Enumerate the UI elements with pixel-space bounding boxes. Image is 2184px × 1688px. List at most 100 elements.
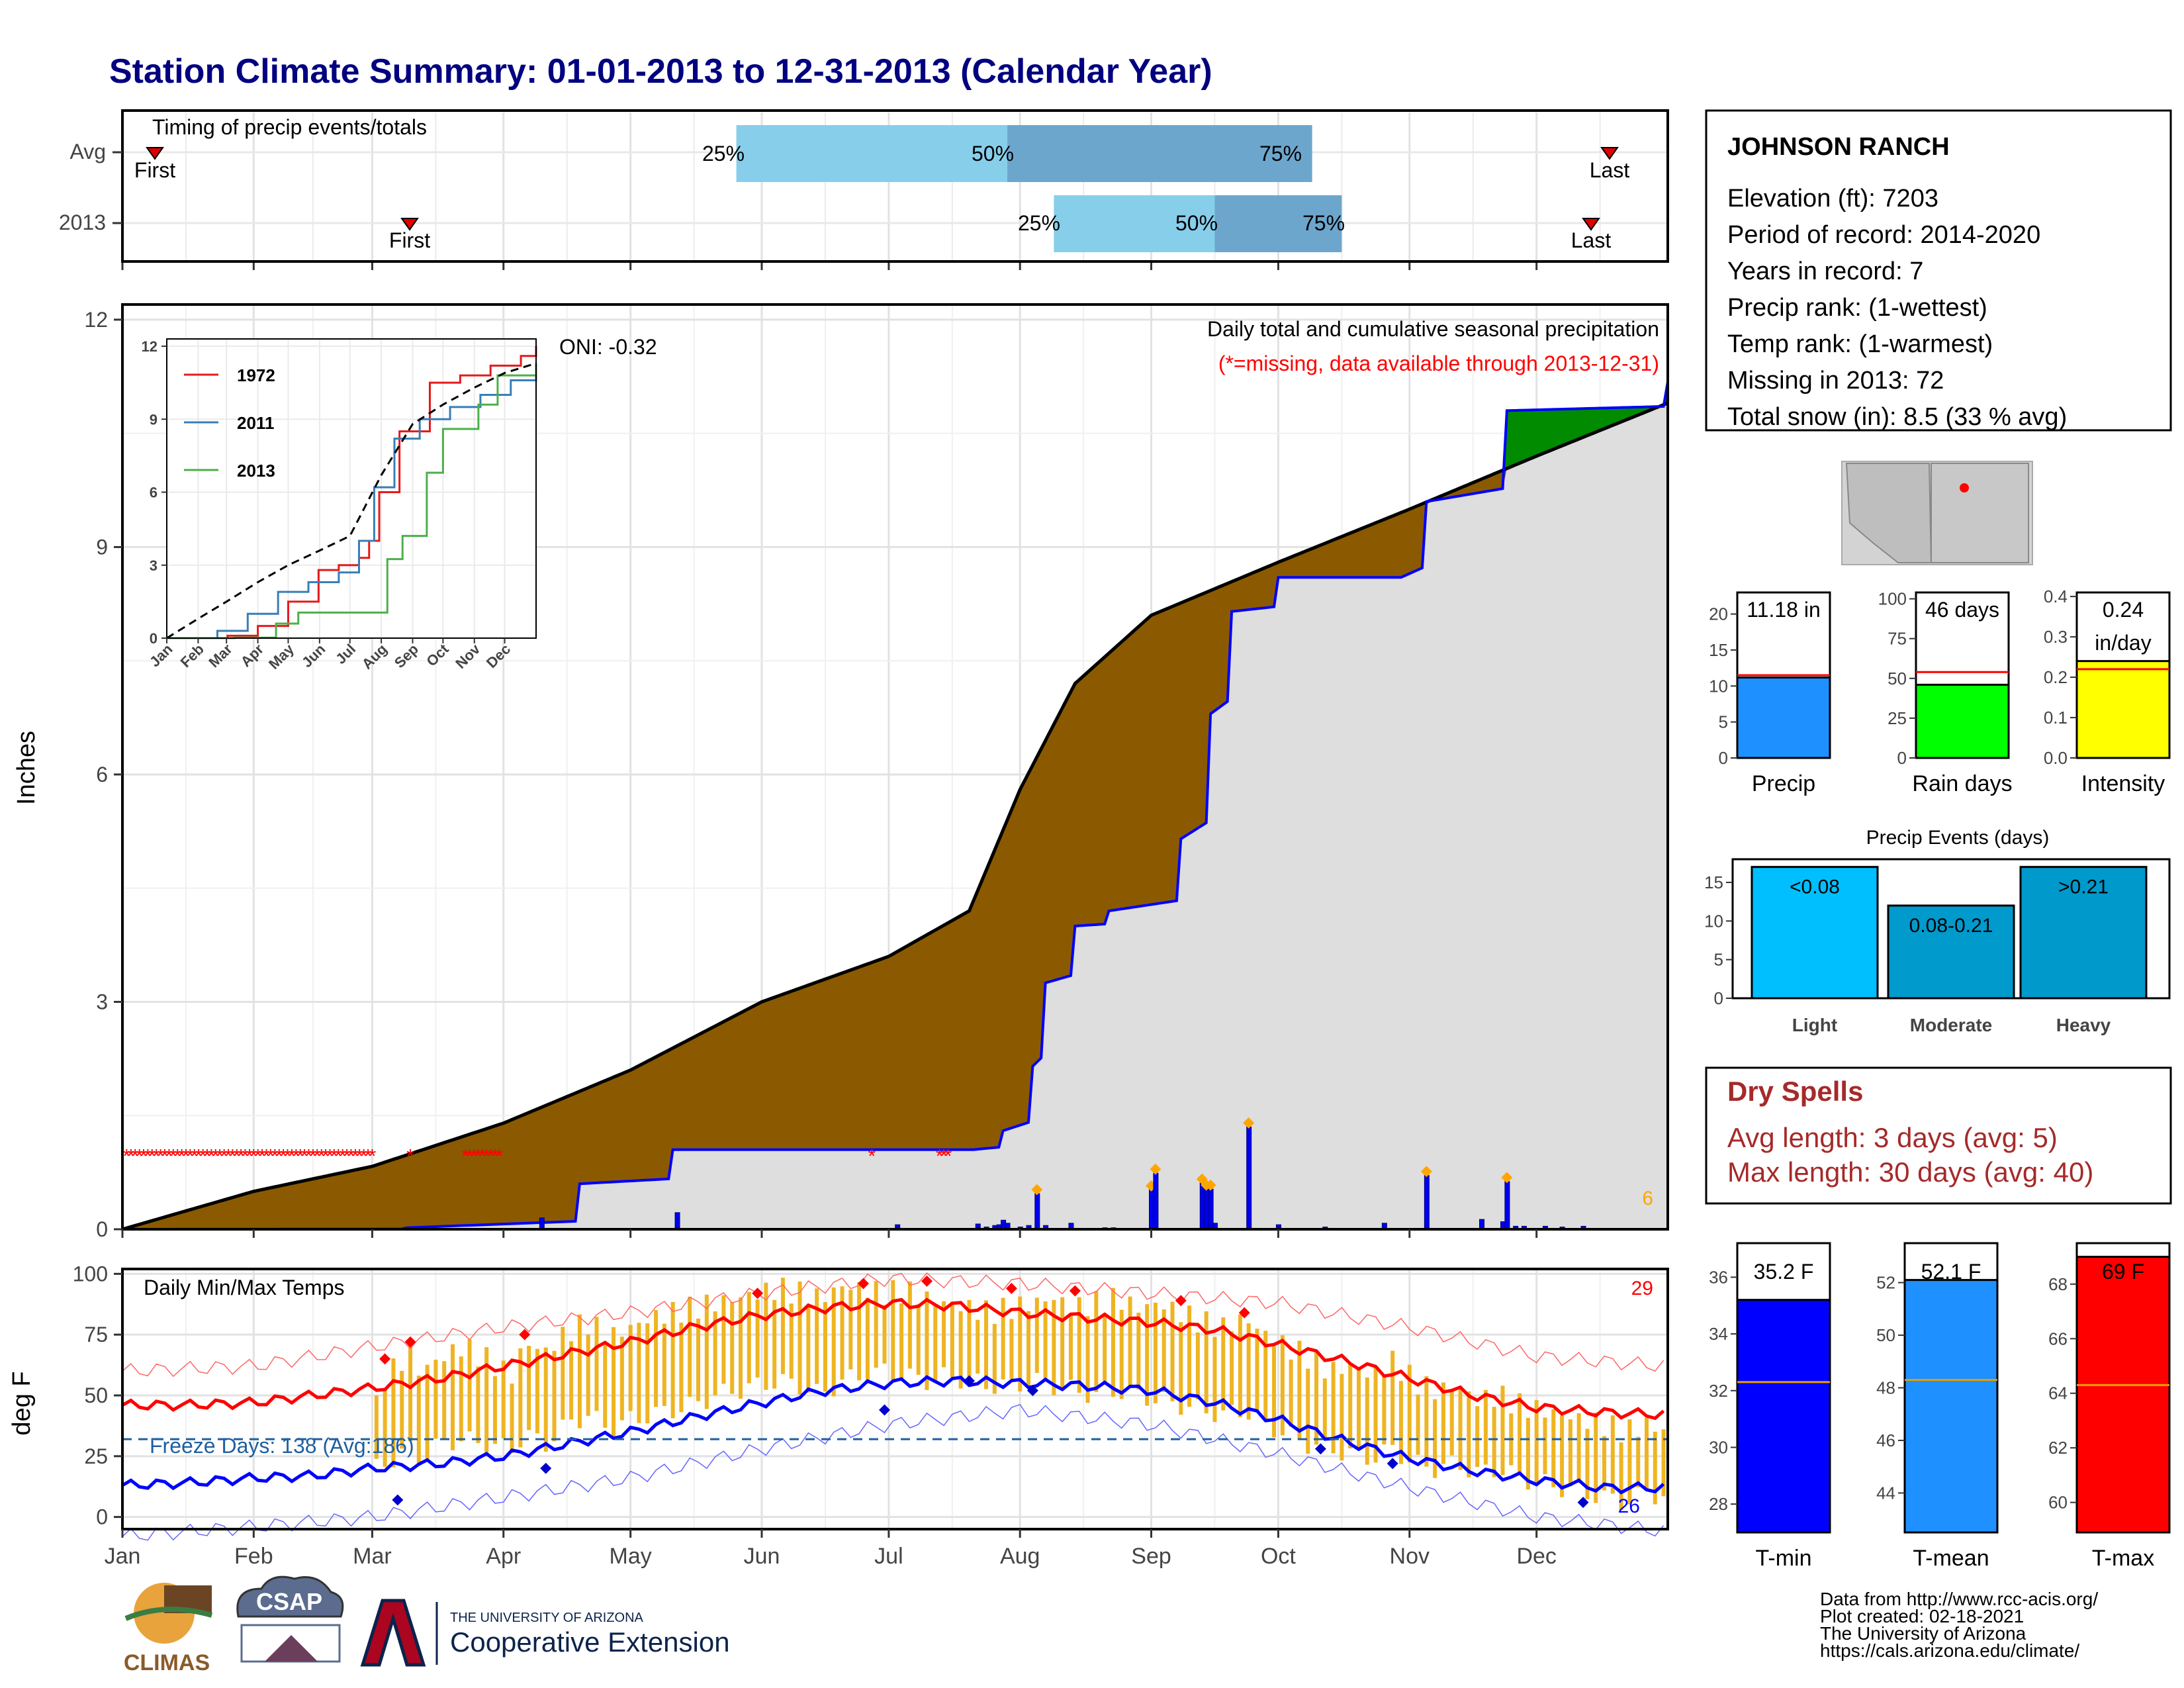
temp-obs-bar (586, 1335, 590, 1416)
stat-y-tick-label: 10 (1709, 676, 1728, 696)
inset-line-average (166, 362, 537, 639)
missing-marker: * (334, 1145, 342, 1167)
temp-obs-bar (992, 1323, 997, 1394)
station-years: Years in record: 7 (1727, 258, 1923, 285)
temp-obs-bar (1373, 1366, 1378, 1463)
precip-stat-bars: 0 5 10 15 20 Precip 11.18 in 0 25 50 75 100 Rain day… (1709, 586, 2171, 796)
temp-obs-bar (1238, 1314, 1242, 1417)
stat-y-tick-label: 48 (1876, 1378, 1895, 1398)
temp-obs-bar (467, 1339, 472, 1432)
record-low-marker (1387, 1458, 1398, 1470)
y2013-p25-label: 25% (1018, 211, 1060, 235)
precip-y-tick-label: 6 (96, 763, 108, 786)
avg-first-marker (146, 147, 164, 160)
temp-obs-bar (899, 1303, 904, 1382)
temp-obs-bar (561, 1327, 565, 1420)
record-low-marker (392, 1494, 404, 1506)
temp-obs-bar (688, 1296, 692, 1397)
daily-precip-bar (1034, 1193, 1040, 1230)
ua-top-text: THE UNIVERSITY OF ARIZONA (450, 1611, 644, 1625)
temp-obs-bar (891, 1280, 895, 1380)
temp-obs-bar (1212, 1336, 1217, 1423)
dry-spells: Dry Spells Avg length: 3 days (avg: 5) M… (1705, 1066, 2172, 1205)
avg-p25-label: 25% (702, 142, 745, 165)
temp-obs-bar (510, 1383, 514, 1454)
temp-y-label: deg F (8, 1371, 36, 1435)
y2013-first-label: First (389, 228, 430, 252)
y2013-last-label: Last (1571, 228, 1612, 252)
missing-marker: * (936, 1145, 944, 1167)
oni-label: ONI: -0.32 (559, 335, 657, 359)
y2013-p50-label: 50% (1175, 211, 1218, 235)
inset-y-tick-label: 12 (142, 338, 158, 355)
temp-obs-bar (747, 1291, 751, 1383)
temp-obs-bar (1560, 1415, 1565, 1497)
map-arizona (1845, 463, 1933, 563)
temp-obs-bar (976, 1319, 980, 1374)
temp-obs-bar (1645, 1417, 1649, 1491)
missing-marker: * (173, 1145, 181, 1167)
temp-obs-bar (1043, 1301, 1048, 1381)
temp-obs-bar (1077, 1297, 1081, 1393)
temp-obs-bar (1026, 1311, 1031, 1387)
timing-bar-50-75 (1007, 125, 1312, 182)
missing-marker: * (292, 1145, 300, 1167)
common-area (122, 402, 1668, 1230)
stat-bar-label: T-mean (1913, 1546, 1989, 1571)
dry-avg-length: Avg length: 3 days (avg: 5) (1727, 1122, 2058, 1153)
missing-marker: * (296, 1145, 304, 1167)
temp-obs-bar (654, 1310, 659, 1407)
temp-obs-bar (1636, 1436, 1641, 1487)
timing-panel: Timing of precip events/totals Avg 2013 … (59, 109, 1669, 270)
temp-obs-bar (1068, 1313, 1073, 1380)
avg-last-label: Last (1590, 158, 1630, 182)
missing-marker: * (343, 1145, 351, 1167)
temp-obs-bar (408, 1344, 413, 1442)
temp-obs-bar (1018, 1296, 1023, 1392)
missing-marker: * (127, 1145, 135, 1167)
missing-marker: * (220, 1145, 228, 1167)
temp-obs-bar (1280, 1335, 1285, 1436)
temp-obs-bar (942, 1301, 946, 1368)
missing-marker: * (191, 1145, 199, 1167)
footer: Data from http://www.rcc-acis.org/ Plot … (124, 1575, 2098, 1675)
stat-value-label-2: in/day (2095, 631, 2151, 655)
temp-obs-bar (789, 1303, 794, 1379)
temp-obs-bar (916, 1304, 921, 1375)
temp-obs-bar (721, 1295, 726, 1384)
missing-marker: * (216, 1145, 224, 1167)
temp-obs-bar (764, 1282, 768, 1390)
record-low-marker (879, 1404, 890, 1416)
temp-obs-bar (1518, 1393, 1522, 1476)
temp-obs-bar (416, 1376, 421, 1466)
missing-marker: * (237, 1145, 245, 1167)
missing-marker: * (263, 1145, 271, 1167)
temp-obs-bar (874, 1281, 878, 1368)
stat-bar-precip (1736, 676, 1831, 759)
record-low-marker (1026, 1385, 1038, 1397)
temp-obs-bar (1195, 1332, 1200, 1400)
event-bar-label: >0.21 (2058, 876, 2109, 898)
stat-y-tick-label: 28 (1709, 1494, 1728, 1514)
temp-y-tick-label: 0 (96, 1505, 108, 1529)
temp-obs-bar (535, 1348, 539, 1434)
snow-marker (1031, 1184, 1043, 1196)
temp-obs-bar (984, 1300, 989, 1389)
missing-marker: * (178, 1145, 186, 1167)
event-bar-label: <0.08 (1790, 876, 1840, 898)
precip-missing-markers: ****************************************… (123, 1145, 952, 1167)
temp-frame (121, 1268, 1669, 1530)
precip-frame (121, 303, 1669, 1231)
month-axis: Jan Feb Mar Apr May Jun Jul Aug Sep Oct Nov Dec (105, 1529, 1557, 1569)
y2013-first-marker (400, 218, 419, 231)
temp-obs-bar (1009, 1319, 1014, 1380)
record-high-marker (1238, 1307, 1250, 1319)
inset-y-tick-label: 3 (150, 557, 158, 574)
temp-obs-bar (882, 1305, 887, 1364)
precip-y-tick-label: 3 (96, 990, 108, 1013)
temp-obs-bar (391, 1358, 396, 1468)
temp-obs-bar (1416, 1394, 1420, 1455)
temp-obs-bar (1052, 1299, 1056, 1395)
temp-obs-bar (374, 1395, 379, 1459)
inset-y-tick-label: 6 (150, 485, 158, 501)
